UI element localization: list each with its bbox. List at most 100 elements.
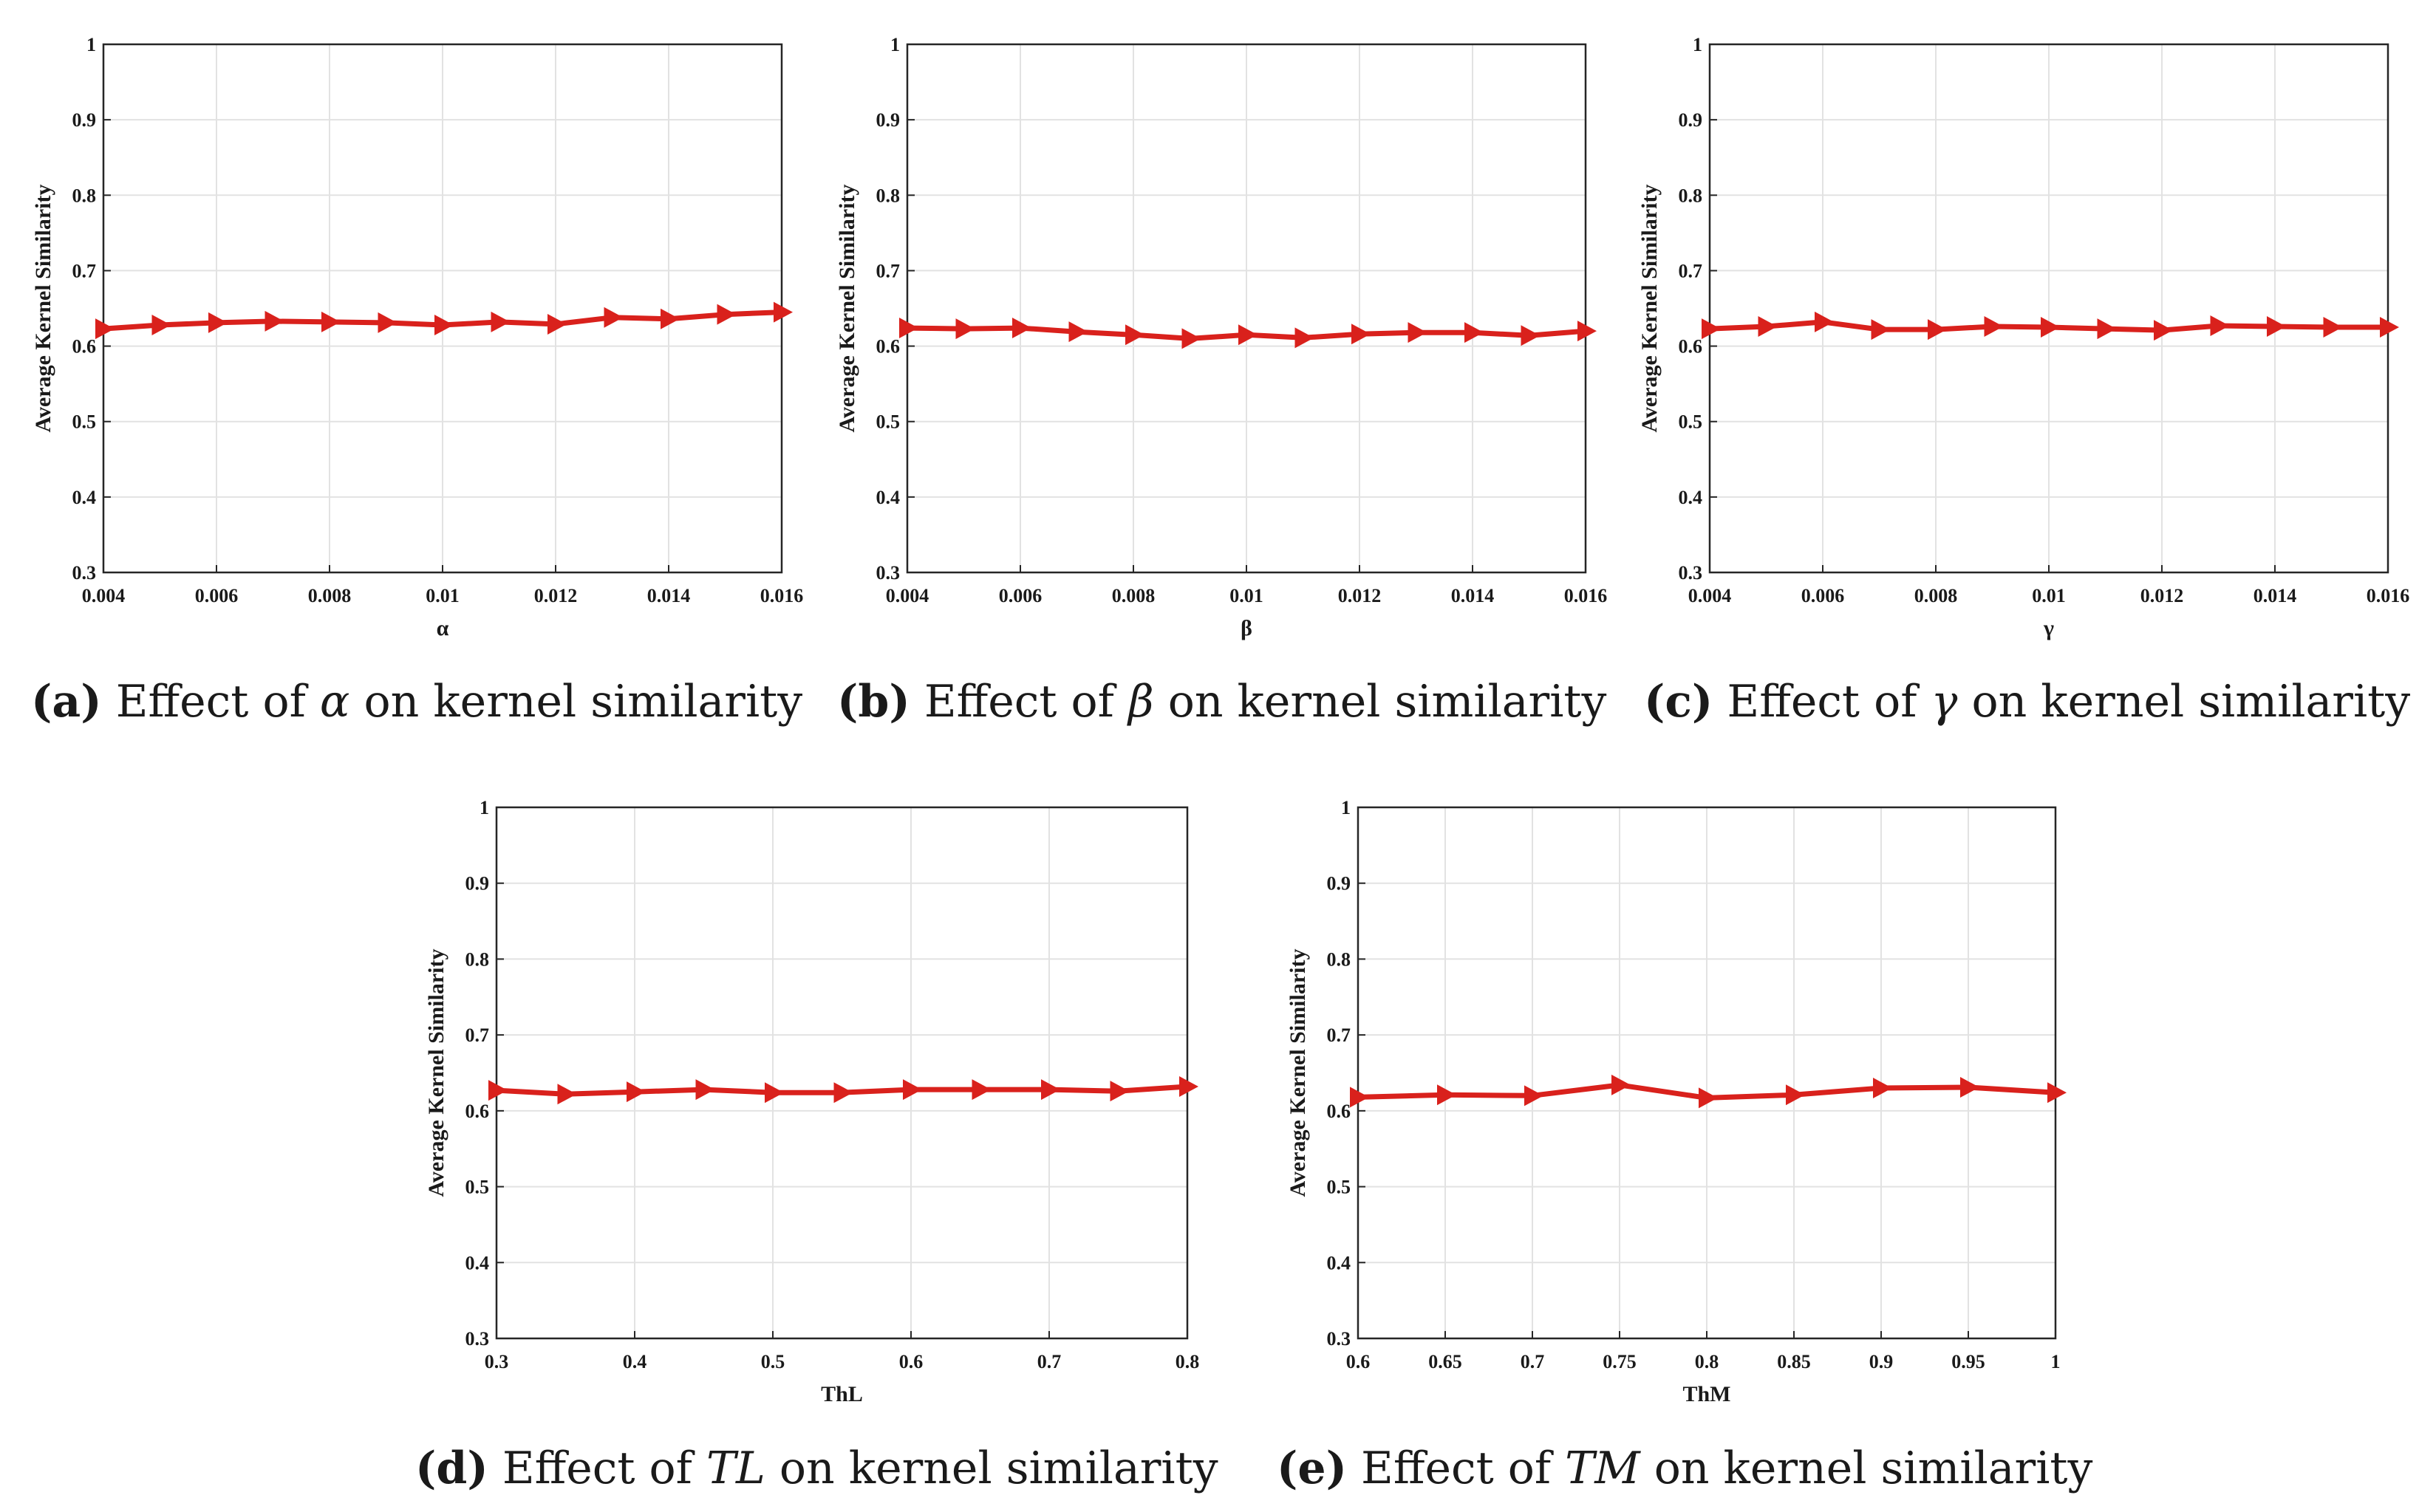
caption-pre: Effect of	[1361, 1443, 1552, 1494]
x-axis-label: β	[1241, 616, 1252, 640]
data-point	[1181, 328, 1201, 349]
data-point	[95, 318, 115, 340]
caption-pre: Effect of	[115, 676, 306, 728]
data-point	[1041, 1079, 1060, 1101]
data-point	[2380, 317, 2399, 338]
data-point	[717, 304, 737, 325]
data-point	[604, 307, 624, 328]
y-tick-label: 0.9	[465, 873, 490, 894]
data-point	[265, 310, 284, 332]
x-tick-label: 0.014	[2254, 585, 2297, 606]
y-tick-label: 0.3	[1679, 562, 1703, 584]
data-point	[378, 312, 398, 333]
caption-pre: Effect of	[924, 676, 1114, 728]
data-point	[1351, 324, 1371, 345]
chart-panel-e: 0.6 0.65 0.7 0.75 0.8 0.85 0.9 0.95 1 0.3 0.4 0.5 0.…	[1286, 797, 2067, 1406]
data-point	[2267, 316, 2286, 338]
plot-frame	[495, 806, 1189, 1340]
y-tick-label: 0.4	[876, 487, 901, 508]
data-point	[1408, 322, 1427, 343]
caption-tag: (e)	[1277, 1443, 1347, 1494]
data-point	[2154, 320, 2173, 341]
y-tick-label: 0.5	[1679, 411, 1703, 433]
y-tick-label: 1	[1341, 797, 1351, 818]
data-point	[2323, 317, 2343, 338]
x-tick-label: 0.014	[1451, 585, 1495, 606]
caption-symbol: α	[319, 676, 350, 728]
caption-pre: Effect of	[1727, 676, 1917, 728]
x-tick-label: 0.016	[760, 585, 804, 606]
y-tick-label: 0.4	[72, 487, 97, 508]
y-tick-label: 0.8	[876, 185, 901, 206]
x-tick-label: 1	[2051, 1351, 2061, 1372]
y-tick-label: 0.5	[465, 1177, 490, 1198]
y-axis-label: Average Kernel Similarity	[1286, 948, 1310, 1197]
y-tick-label: 0.7	[876, 260, 901, 281]
y-tick-label: 0.6	[465, 1101, 490, 1122]
caption-d: (d) Effect of TL on kernel similarity	[415, 1446, 1218, 1491]
data-point	[434, 314, 454, 335]
y-tick-label: 0.6	[72, 336, 97, 358]
y-axis-label: Average Kernel Similarity	[1637, 184, 1662, 432]
x-axis-label: α	[437, 616, 449, 640]
caption-symbol: TM	[1565, 1443, 1640, 1494]
caption-post: on kernel similarity	[364, 676, 803, 728]
data-point	[903, 1079, 922, 1101]
x-tick-label: 0.012	[2140, 585, 2184, 606]
data-point	[972, 1079, 992, 1101]
x-tick-label: 0.004	[82, 585, 126, 606]
x-tick-label: 0.008	[1914, 585, 1958, 606]
data-point	[488, 1080, 508, 1101]
caption-pre: Effect of	[502, 1443, 692, 1494]
caption-tag: (b)	[837, 676, 910, 728]
y-tick-label: 1	[480, 797, 489, 818]
y-tick-label: 0.5	[72, 411, 97, 433]
y-tick-label: 0.9	[1679, 109, 1703, 131]
y-tick-label: 0.3	[465, 1328, 490, 1349]
y-tick-label: 0.9	[1327, 873, 1351, 894]
y-tick-label: 0.4	[1679, 487, 1703, 508]
y-tick-label: 1	[1693, 34, 1702, 55]
y-tick-label: 0.3	[1327, 1328, 1351, 1349]
caption-symbol: γ	[1931, 676, 1958, 728]
x-tick-label: 0.95	[1951, 1351, 1985, 1372]
x-tick-label: 0.5	[761, 1351, 785, 1372]
data-point	[557, 1084, 577, 1105]
y-tick-label: 0.6	[1679, 336, 1703, 358]
data-point	[2041, 317, 2060, 338]
data-point	[1524, 1085, 1543, 1106]
x-tick-label: 0.3	[485, 1351, 509, 1372]
x-tick-label: 0.01	[1229, 585, 1263, 606]
data-point	[2097, 318, 2117, 340]
x-tick-label: 0.006	[1801, 585, 1845, 606]
data-point	[661, 308, 680, 329]
data-point	[1068, 321, 1088, 343]
data-point	[1179, 1075, 1198, 1097]
y-tick-label: 0.8	[465, 948, 490, 970]
data-point	[1960, 1077, 1979, 1098]
data-point	[1521, 325, 1541, 346]
x-tick-label: 0.8	[1695, 1351, 1719, 1372]
caption-a: (a) Effect of α on kernel similarity	[31, 680, 802, 724]
caption-post: on kernel similarity	[779, 1443, 1218, 1494]
x-tick-label: 0.9	[1869, 1351, 1894, 1372]
data-point	[2047, 1082, 2067, 1104]
caption-b: (b) Effect of β on kernel similarity	[837, 680, 1606, 724]
y-tick-label: 0.3	[876, 562, 901, 584]
y-tick-label: 0.4	[465, 1252, 490, 1273]
x-tick-label: 0.6	[1346, 1351, 1371, 1372]
x-tick-label: 0.01	[426, 585, 460, 606]
x-tick-label: 0.004	[886, 585, 929, 606]
data-point	[1012, 318, 1031, 339]
y-axis-label: Average Kernel Similarity	[31, 184, 55, 432]
data-point	[547, 313, 567, 335]
x-tick-label: 0.7	[1037, 1351, 1062, 1372]
y-tick-label: 0.7	[72, 260, 97, 281]
data-point	[1350, 1087, 1369, 1108]
x-axis-label: γ	[2043, 616, 2054, 640]
x-tick-label: 0.75	[1603, 1351, 1637, 1372]
x-tick-label: 0.014	[647, 585, 691, 606]
y-tick-label: 0.8	[1327, 948, 1351, 970]
data-point	[899, 318, 918, 339]
y-tick-label: 0.7	[1679, 260, 1703, 281]
